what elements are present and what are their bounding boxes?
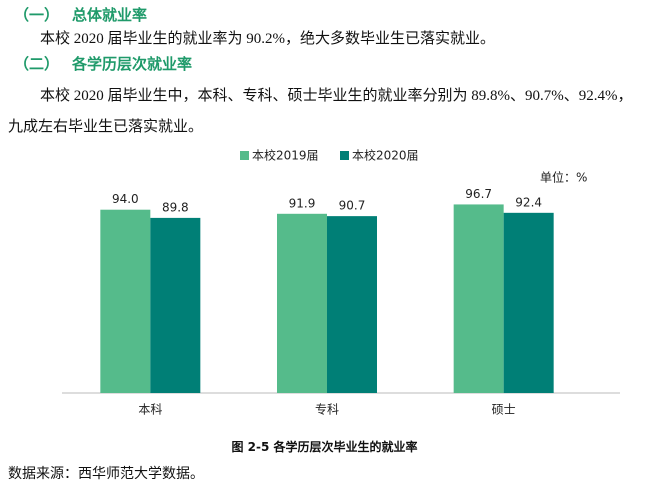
legend-swatch [340, 151, 349, 160]
bar [453, 204, 504, 393]
x-tick-label: 专科 [315, 402, 339, 417]
value-label: 89.8 [162, 200, 189, 214]
x-tick-label: 硕士 [492, 403, 516, 417]
legend-swatch [240, 151, 249, 160]
bar [100, 209, 151, 393]
source: 数据来源：西华师范大学数据。 [8, 467, 204, 482]
value-label: 94.0 [112, 192, 139, 206]
paragraph: 九成左右毕业生已落实就业。 [8, 119, 204, 135]
paragraph: 本校 2020 届毕业生中，本科、专科、硕士毕业生的就业率分别为 89.8%、9… [40, 88, 633, 104]
value-label: 92.4 [515, 195, 542, 209]
value-label: 90.7 [339, 199, 366, 213]
value-label: 96.7 [465, 187, 492, 201]
legend-label: 本校2020届 [352, 148, 419, 163]
x-tick-label: 本科 [138, 403, 162, 417]
bar [277, 213, 327, 393]
unit-label: 单位：% [540, 170, 587, 185]
value-label: 91.9 [289, 196, 316, 210]
bar [503, 212, 554, 393]
heading-number: （一） [14, 6, 60, 24]
heading-title: 各学历层次就业率 [72, 55, 193, 73]
legend-label: 本校2019届 [252, 148, 319, 163]
bar [327, 216, 377, 393]
bar [150, 217, 201, 393]
heading-title: 总体就业率 [72, 6, 148, 24]
paragraph: 本校 2020 届毕业生的就业率为 90.2%，绝大多数毕业生已落实就业。 [40, 31, 495, 47]
caption: 图 2-5 各学历层次毕业生的就业率 [231, 440, 418, 454]
heading-number: （二） [14, 55, 60, 73]
